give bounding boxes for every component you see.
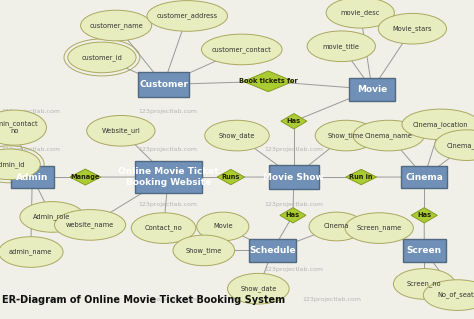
Text: website_name: website_name	[66, 221, 114, 228]
Text: Online Movie Ticket
Booking Website: Online Movie Ticket Booking Website	[118, 167, 219, 187]
Ellipse shape	[345, 213, 413, 243]
Text: Admin: Admin	[16, 173, 48, 182]
Text: 123projectlab.com: 123projectlab.com	[139, 147, 198, 152]
Text: 123projectlab.com: 123projectlab.com	[264, 202, 323, 207]
Text: Cinema: Cinema	[324, 224, 349, 229]
Ellipse shape	[435, 130, 474, 160]
FancyBboxPatch shape	[248, 239, 296, 262]
Text: movie_title: movie_title	[323, 43, 360, 50]
FancyBboxPatch shape	[10, 166, 54, 188]
Text: Admin_contact
no: Admin_contact no	[0, 121, 39, 135]
FancyBboxPatch shape	[402, 239, 446, 262]
Text: 123projectlab.com: 123projectlab.com	[1, 147, 60, 152]
Text: No_of_seats: No_of_seats	[438, 292, 474, 299]
Text: 123projectlab.com: 123projectlab.com	[1, 109, 60, 114]
Text: Show_date: Show_date	[240, 285, 276, 292]
Ellipse shape	[378, 13, 447, 44]
Text: 123projectlab.com: 123projectlab.com	[1, 297, 60, 302]
Text: customer_id: customer_id	[82, 54, 122, 61]
Text: Show_time: Show_time	[186, 247, 222, 254]
Text: 123projectlab.com: 123projectlab.com	[139, 297, 198, 302]
Text: Cinema_city: Cinema_city	[447, 142, 474, 149]
Text: Screen_no: Screen_no	[407, 280, 442, 287]
Text: admin_id: admin_id	[0, 161, 25, 168]
Text: Movie: Movie	[213, 224, 233, 229]
Ellipse shape	[131, 213, 196, 243]
Text: Show_time: Show_time	[328, 132, 364, 139]
Ellipse shape	[393, 269, 455, 299]
Ellipse shape	[309, 212, 364, 241]
Text: Has: Has	[287, 118, 301, 124]
Text: Movie: Movie	[357, 85, 387, 94]
Polygon shape	[346, 169, 376, 185]
Ellipse shape	[228, 273, 289, 304]
FancyBboxPatch shape	[349, 78, 395, 101]
Ellipse shape	[87, 115, 155, 146]
Polygon shape	[217, 169, 245, 185]
Polygon shape	[243, 71, 293, 92]
Ellipse shape	[147, 1, 228, 31]
Text: Schedule: Schedule	[249, 246, 296, 255]
Text: 123projectlab.com: 123projectlab.com	[264, 267, 323, 272]
FancyBboxPatch shape	[269, 165, 319, 189]
Ellipse shape	[353, 120, 424, 151]
Text: 123projectlab.com: 123projectlab.com	[264, 147, 323, 152]
Text: Screen_name: Screen_name	[356, 225, 402, 232]
Text: Movie_stars: Movie_stars	[392, 25, 432, 32]
Text: 123projectlab.com: 123projectlab.com	[139, 109, 198, 114]
Ellipse shape	[173, 235, 235, 266]
Ellipse shape	[307, 31, 375, 62]
FancyBboxPatch shape	[138, 72, 189, 97]
Text: 123projectlab.com: 123projectlab.com	[139, 202, 198, 207]
Text: Cinema_name: Cinema_name	[365, 132, 413, 139]
Text: Admin_role: Admin_role	[34, 213, 71, 220]
Text: admin_name: admin_name	[9, 249, 53, 256]
FancyBboxPatch shape	[401, 166, 447, 188]
Ellipse shape	[81, 10, 152, 41]
Text: Has: Has	[286, 212, 300, 218]
Polygon shape	[281, 114, 307, 129]
Ellipse shape	[0, 110, 46, 145]
Ellipse shape	[326, 0, 394, 28]
FancyBboxPatch shape	[135, 161, 201, 193]
Ellipse shape	[68, 42, 136, 73]
Ellipse shape	[55, 210, 126, 240]
Ellipse shape	[201, 34, 282, 65]
Text: Screen: Screen	[407, 246, 442, 255]
Ellipse shape	[197, 212, 249, 241]
Ellipse shape	[205, 120, 269, 151]
Ellipse shape	[315, 120, 377, 151]
Text: Website_url: Website_url	[101, 127, 140, 134]
Text: Customer: Customer	[139, 80, 188, 89]
Polygon shape	[70, 169, 100, 185]
Text: Show_date: Show_date	[219, 132, 255, 139]
Ellipse shape	[0, 149, 40, 180]
Text: Runs: Runs	[222, 174, 240, 180]
Text: Manage: Manage	[71, 174, 100, 180]
Text: ER-Diagram of Online Movie Ticket Booking System: ER-Diagram of Online Movie Ticket Bookin…	[2, 295, 285, 305]
Text: Has: Has	[417, 212, 431, 218]
Ellipse shape	[20, 202, 84, 232]
Text: Cinema: Cinema	[405, 173, 443, 182]
Text: Contact_no: Contact_no	[145, 225, 182, 232]
Text: Run in: Run in	[349, 174, 373, 180]
Text: Movie Show: Movie Show	[264, 173, 324, 182]
Ellipse shape	[0, 237, 63, 267]
Text: customer_name: customer_name	[89, 22, 143, 29]
Ellipse shape	[423, 280, 474, 310]
Text: Book tickets for: Book tickets for	[239, 78, 298, 84]
Text: 123projectlab.com: 123projectlab.com	[302, 297, 361, 302]
Text: movie_desc: movie_desc	[340, 9, 380, 16]
Polygon shape	[280, 208, 306, 223]
Text: customer_address: customer_address	[157, 12, 218, 19]
Ellipse shape	[402, 109, 474, 140]
Polygon shape	[411, 208, 437, 223]
Text: Cinema_location: Cinema_location	[413, 121, 469, 128]
Text: customer_contact: customer_contact	[212, 46, 272, 53]
